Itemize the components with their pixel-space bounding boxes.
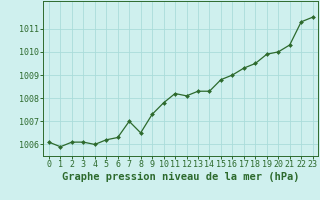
X-axis label: Graphe pression niveau de la mer (hPa): Graphe pression niveau de la mer (hPa) [62, 172, 300, 182]
